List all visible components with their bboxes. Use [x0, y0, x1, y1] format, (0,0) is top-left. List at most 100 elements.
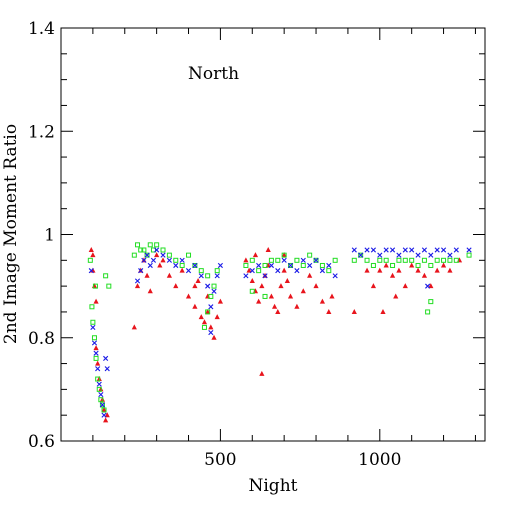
red-triangle-point	[281, 267, 287, 273]
red-triangle-point	[160, 257, 166, 263]
red-triangle-point	[434, 267, 440, 273]
blue-cross-point	[358, 252, 364, 258]
blue-cross-point	[415, 252, 421, 258]
blue-cross-point	[95, 366, 101, 372]
blue-cross-point	[294, 268, 300, 274]
red-triangle-point	[364, 267, 370, 273]
red-triangle-point	[211, 334, 217, 340]
green-square-point	[150, 247, 156, 253]
green-square-point	[205, 309, 211, 315]
green-square-point	[319, 262, 325, 268]
green-square-point	[135, 242, 141, 248]
green-square-point	[364, 257, 370, 263]
blue-cross-point	[370, 247, 377, 253]
green-square-point	[141, 247, 147, 253]
green-square-point	[275, 257, 281, 263]
green-square-point	[326, 268, 332, 274]
red-triangle-point	[249, 277, 255, 283]
green-square-point	[434, 257, 440, 263]
red-triangle-point	[271, 303, 278, 309]
blue-cross-point	[275, 268, 281, 274]
green-square-point	[91, 335, 97, 341]
red-triangle-point	[131, 324, 137, 330]
blue-cross-point	[428, 252, 434, 258]
blue-cross-point	[98, 391, 104, 398]
y-tick-label: 1.4	[28, 19, 55, 39]
green-square-point	[192, 262, 198, 268]
red-triangle-point	[173, 283, 179, 289]
blue-cross-point	[91, 340, 98, 346]
green-square-point	[262, 293, 268, 299]
blue-cross-point	[205, 283, 211, 289]
red-triangle-point	[93, 298, 99, 304]
green-square-point	[96, 386, 102, 392]
red-triangle-point	[103, 417, 109, 423]
green-square-point	[281, 252, 287, 258]
blue-cross-point	[262, 273, 268, 279]
red-triangle-point	[93, 345, 99, 351]
green-square-point	[441, 257, 447, 263]
blue-cross-point	[217, 262, 223, 269]
red-triangle-point	[205, 308, 211, 314]
red-triangle-point	[198, 314, 204, 320]
blue-cross-point	[150, 257, 157, 263]
red-triangle-point	[409, 262, 415, 268]
green-square-point	[415, 262, 421, 268]
green-square-point	[428, 262, 434, 268]
blue-cross-point	[192, 262, 198, 269]
red-triangle-point	[192, 283, 198, 289]
blue-cross-point	[281, 257, 287, 263]
red-triangle-point	[147, 288, 153, 294]
green-square-point	[249, 257, 255, 263]
blue-cross-point	[313, 257, 319, 263]
green-square-point	[300, 262, 306, 268]
blue-cross-point	[351, 247, 357, 253]
green-square-point	[256, 268, 262, 274]
green-square-point	[351, 257, 357, 263]
tick-labels: 500 1000 0.6 0.8 1 1.2 1.4	[28, 19, 401, 470]
red-triangle-point	[287, 293, 294, 299]
blue-cross-point	[88, 268, 94, 274]
red-triangle-point	[166, 272, 172, 278]
red-triangle-point	[307, 272, 313, 278]
blue-cross-point	[211, 288, 217, 294]
green-square-point	[466, 252, 472, 258]
blue-cross-point	[179, 257, 185, 263]
green-square-point	[214, 268, 220, 274]
red-triangle-point	[134, 283, 141, 289]
blue-cross-point	[440, 247, 447, 253]
green-square-point	[249, 288, 255, 294]
blue-cross-point	[214, 273, 220, 279]
blue-cross-point	[364, 247, 370, 253]
green-square-point	[89, 304, 95, 310]
red-triangle-point	[447, 267, 453, 273]
blue-cross-point	[326, 262, 332, 269]
red-triangle-point	[195, 277, 201, 283]
red-triangle-point	[278, 283, 284, 289]
blue-cross-point	[154, 247, 160, 253]
red-triangle-point	[104, 412, 110, 418]
blue-cross-point	[287, 262, 294, 269]
red-triangle-point	[179, 267, 185, 273]
data-points	[87, 242, 472, 423]
green-square-point	[211, 283, 217, 289]
red-triangle-point	[300, 288, 306, 294]
green-square-point	[205, 273, 211, 279]
axis-ticks	[61, 27, 485, 442]
red-triangle-point	[284, 277, 290, 283]
blue-cross-point	[141, 257, 147, 263]
green-square-point	[288, 262, 294, 268]
red-triangle-point	[259, 283, 265, 289]
red-triangle-point	[157, 262, 163, 268]
red-triangle-point	[243, 257, 249, 263]
plot-frame	[60, 27, 486, 442]
y-tick-label: 1.2	[28, 122, 55, 142]
y-tick-label: 0.8	[28, 329, 55, 349]
red-triangle-point	[351, 308, 357, 314]
green-square-point	[131, 252, 137, 258]
blue-cross-point	[402, 247, 408, 253]
red-triangle-point	[396, 267, 402, 273]
red-triangle-point	[185, 293, 192, 299]
green-square-point	[208, 293, 214, 299]
red-triangle-point	[95, 360, 101, 366]
